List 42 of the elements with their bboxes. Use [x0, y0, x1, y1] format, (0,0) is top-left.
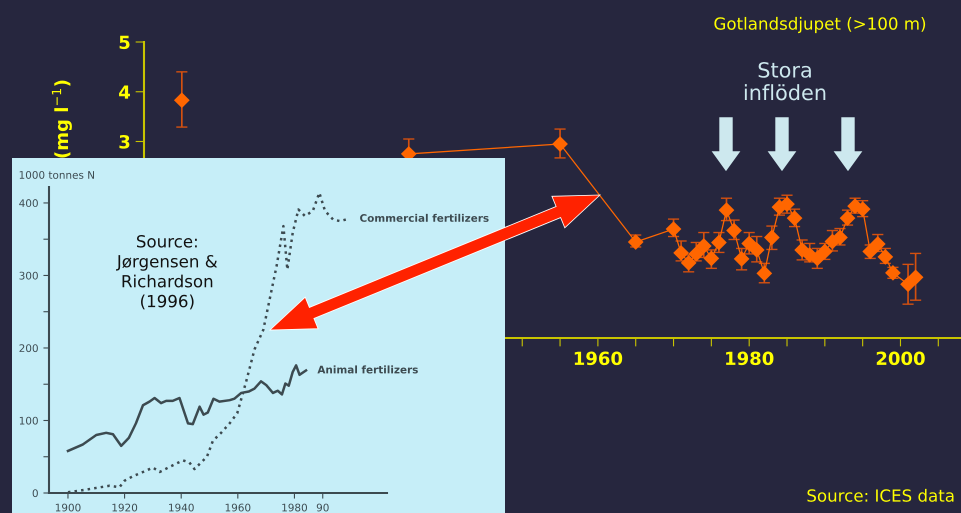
y-tick-label: 200 [19, 344, 38, 352]
x-tick-label: 1920 [112, 504, 138, 512]
x-tick-label: 1940 [169, 504, 194, 512]
point [718, 202, 734, 218]
x-tick-label: 1900 [56, 504, 81, 512]
y-tick-label: 100 [20, 416, 38, 425]
y-tick-label: 5 [120, 36, 130, 50]
y-tick-label: 400 [19, 199, 38, 208]
series-label: Animal fertilizers [317, 365, 418, 374]
y-axis-title: 1000 tonnes N [20, 170, 94, 179]
point [696, 238, 712, 254]
point [688, 246, 704, 262]
y-axis-title: (mg l$^{−1}$) [52, 80, 72, 158]
point [734, 251, 750, 266]
point [552, 136, 568, 152]
point [749, 242, 764, 258]
y-tick-label: 300 [19, 272, 38, 280]
x-tick-label: 1980 [282, 504, 307, 512]
point [742, 236, 757, 252]
y-tick-label: 3 [119, 134, 130, 149]
x-tick-label: 1960 [226, 504, 250, 512]
x-tick-label: 1960 [574, 352, 622, 366]
point [756, 266, 772, 281]
point [666, 221, 682, 237]
annotation: Stora inflöden [744, 62, 826, 100]
point [900, 276, 916, 292]
x-tick-label: 90 [316, 504, 329, 512]
point [810, 250, 825, 266]
point [787, 210, 802, 226]
point [674, 245, 689, 260]
x-tick-label: 2000 [876, 352, 925, 366]
x-tick-label: 1980 [726, 352, 774, 366]
y-tick-label: 0 [32, 489, 38, 498]
chart-title: Gotlandsdjupet (>100 m) [714, 16, 926, 34]
point [174, 92, 190, 108]
y-tick-label: 4 [119, 85, 130, 99]
point [764, 230, 780, 246]
annotation: Source: Jørgensen & Richardson (1996) [116, 235, 218, 310]
point [726, 222, 742, 238]
point [908, 270, 924, 285]
series-label: Commercial fertilizers [360, 214, 489, 222]
source-note: Source: ICES data [807, 488, 954, 502]
